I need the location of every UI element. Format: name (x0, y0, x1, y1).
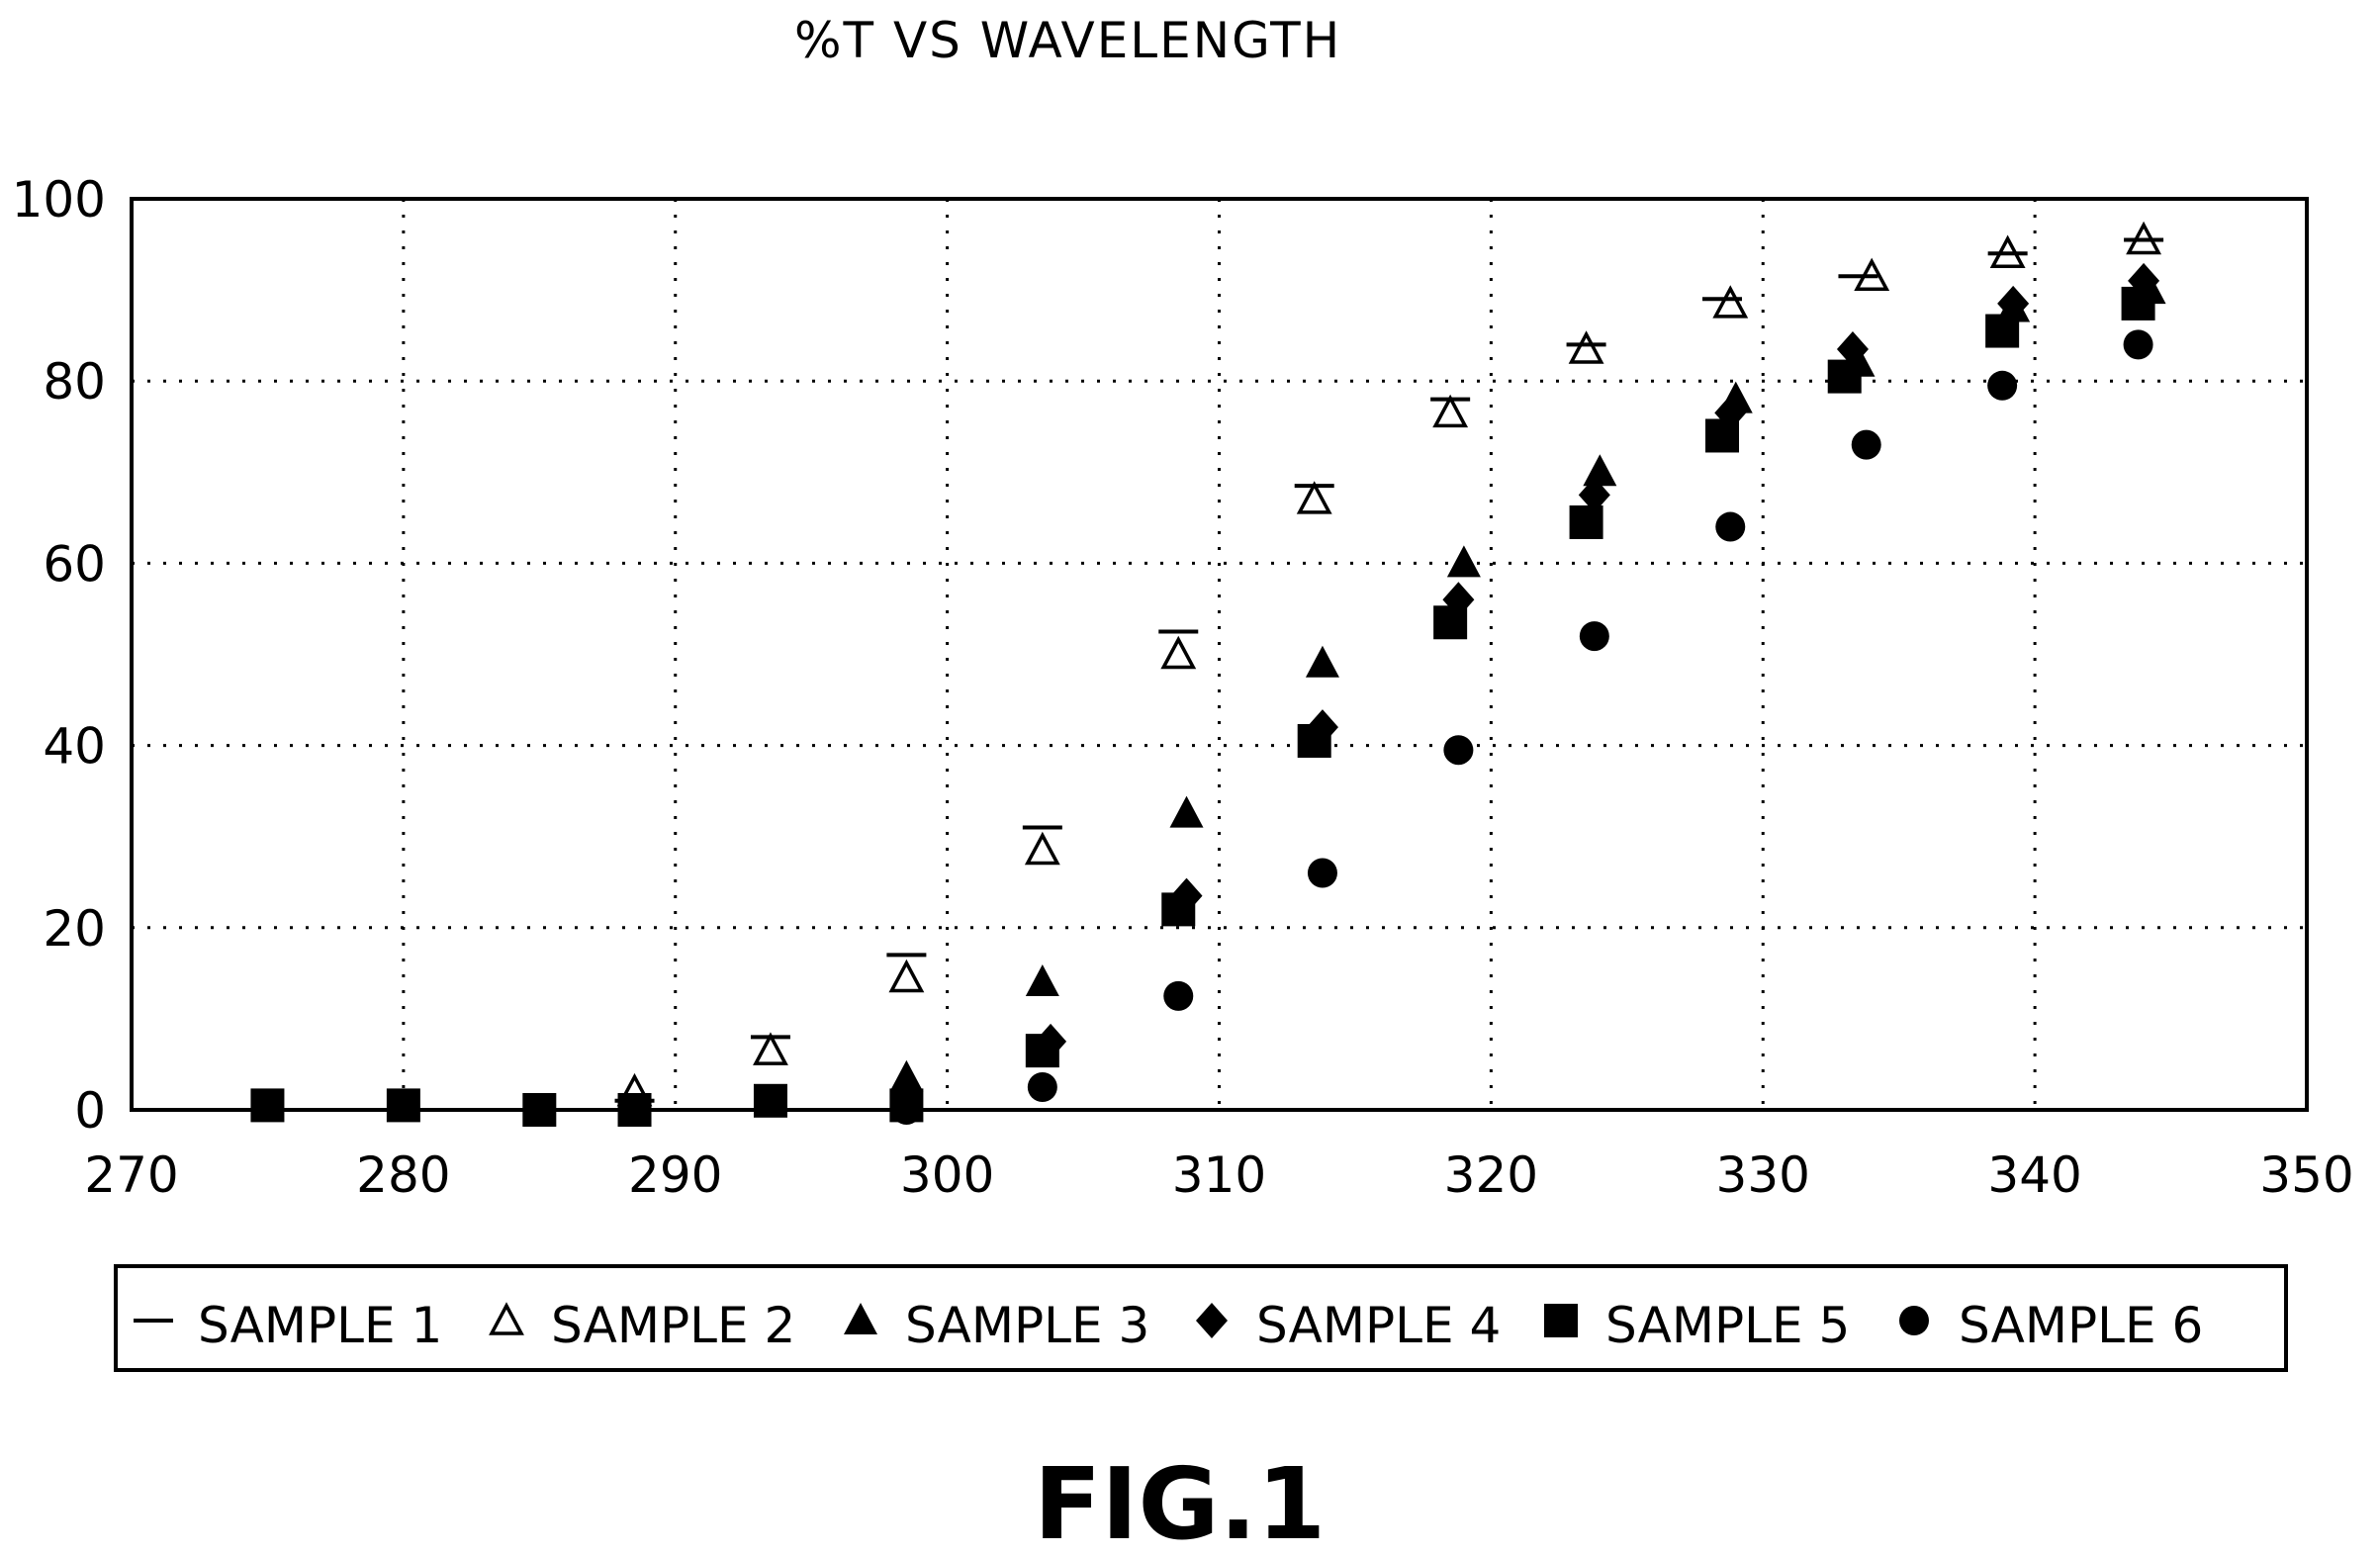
legend-label: SAMPLE 6 (1959, 1297, 2203, 1354)
data-point (888, 959, 925, 993)
data-point (1987, 370, 2018, 401)
legend-marker (1544, 1304, 1578, 1337)
y-tick-label: 0 (74, 1082, 106, 1140)
x-tick-label: 310 (1172, 1146, 1266, 1204)
y-tick-label: 40 (43, 718, 106, 776)
data-point (2123, 329, 2153, 360)
series-6 (891, 329, 2153, 1125)
gridlines (132, 199, 2307, 1110)
data-point (1705, 418, 1740, 453)
data-point (1296, 481, 1332, 514)
y-tick-label: 100 (12, 171, 106, 229)
legend-frame (114, 1264, 2288, 1372)
legend-item: SAMPLE 2 (489, 1297, 795, 1354)
data-point (1583, 454, 1617, 487)
data-point (1024, 831, 1060, 866)
data-point (1989, 234, 2026, 269)
data-point (1854, 257, 1890, 292)
data-point (1163, 980, 1194, 1011)
y-tick-label: 60 (43, 535, 106, 593)
legend-item: SAMPLE 4 (1196, 1297, 1501, 1354)
data-point (1305, 645, 1339, 678)
data-point (1568, 330, 1604, 364)
legend-item: SAMPLE 1 (134, 1297, 442, 1354)
data-point (753, 1032, 788, 1065)
data-point (1025, 1034, 1059, 1068)
x-tick-label: 330 (1716, 1146, 1810, 1204)
data-point (617, 1093, 652, 1127)
data-point (1579, 621, 1609, 652)
data-point (1443, 735, 1474, 766)
data-point (1160, 635, 1197, 670)
x-tick-label: 290 (628, 1146, 722, 1204)
y-tick-label: 80 (43, 353, 106, 411)
y-tick-label: 20 (43, 900, 106, 958)
figure-label: FIG.1 (1034, 1446, 1326, 1556)
chart-title: %T VS WAVELENGTH (794, 12, 1341, 69)
data-point (1827, 359, 1862, 394)
y-axis-tick-labels: 0 20 40 60 80 100 (12, 171, 106, 1140)
plot-frame (130, 197, 2309, 1112)
legend-marker (1196, 1303, 1228, 1338)
data-point (522, 1093, 557, 1127)
series-5 (250, 286, 2155, 1127)
data-point (1712, 285, 1749, 319)
data-point (386, 1088, 420, 1123)
x-axis-tick-labels: 270 280 290 300 310 320 330 340 350 (84, 1146, 2353, 1204)
data-point (1433, 605, 1468, 640)
data-points (247, 221, 2166, 1127)
series-1 (247, 237, 2164, 1112)
legend-label: SAMPLE 5 (1605, 1297, 1850, 1354)
legend-marker (844, 1303, 877, 1334)
data-point (1169, 795, 1204, 828)
data-point (1715, 511, 1746, 542)
data-point (753, 1083, 787, 1118)
x-tick-label: 340 (1987, 1146, 2081, 1204)
data-point (1851, 429, 1881, 460)
legend-label: SAMPLE 3 (905, 1297, 1149, 1354)
x-tick-label: 280 (356, 1146, 450, 1204)
data-point (1025, 964, 1059, 997)
series-3 (889, 272, 2166, 1092)
legend-marker (1899, 1306, 1929, 1335)
data-point (1027, 1071, 1057, 1102)
data-point (1161, 892, 1196, 927)
legend-marker (489, 1302, 524, 1335)
legend-label: SAMPLE 4 (1256, 1297, 1501, 1354)
data-point (1578, 477, 1610, 513)
data-point (250, 1088, 285, 1123)
x-tick-label: 350 (2259, 1146, 2353, 1204)
legend-label: SAMPLE 2 (551, 1297, 795, 1354)
legend-item: SAMPLE 5 (1544, 1297, 1850, 1354)
data-point (1985, 314, 2020, 348)
data-point (1432, 394, 1469, 428)
x-tick-label: 320 (1444, 1146, 1538, 1204)
legend-item: SAMPLE 6 (1899, 1297, 2203, 1354)
x-tick-label: 300 (900, 1146, 994, 1204)
series-2 (616, 221, 2161, 1107)
legend: SAMPLE 1 SAMPLE 2 SAMPLE 3 SAMPLE 4 SAMPLE 5… (114, 1264, 2288, 1372)
data-point (1446, 545, 1481, 578)
data-point (889, 1059, 924, 1092)
x-tick-label: 270 (84, 1146, 178, 1204)
data-point (1569, 504, 1603, 539)
data-point (1997, 285, 2030, 321)
data-point (891, 1095, 922, 1125)
data-point (1836, 330, 1869, 367)
legend-item: SAMPLE 3 (844, 1297, 1149, 1354)
data-point (2126, 221, 2161, 255)
data-point (1297, 723, 1331, 758)
data-point (1307, 858, 1337, 888)
legend-label: SAMPLE 1 (198, 1297, 442, 1354)
data-point (2121, 286, 2155, 320)
